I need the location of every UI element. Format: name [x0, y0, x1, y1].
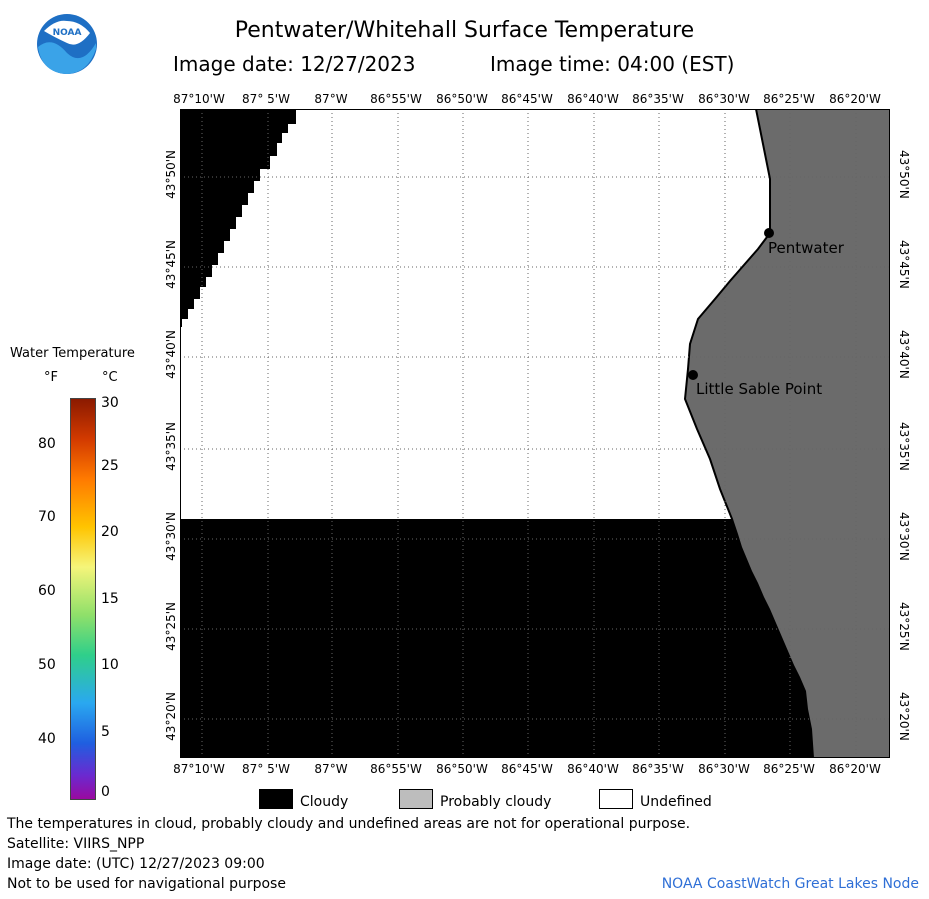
- f-tick: 70: [38, 509, 56, 525]
- pentwater-marker: [764, 228, 774, 238]
- unit-celsius: °C: [102, 370, 118, 385]
- f-tick: 60: [38, 583, 56, 599]
- c-tick: 5: [101, 724, 110, 740]
- lon-label: 86°55'W: [370, 762, 422, 776]
- navigation-note: Not to be used for navigational purpose: [7, 876, 286, 892]
- lon-label: 86°55'W: [370, 92, 422, 106]
- cloud-northwest: [180, 109, 296, 327]
- c-tick: 25: [101, 458, 119, 474]
- lon-label: 87°W: [314, 762, 348, 776]
- cloud-south: [180, 519, 814, 758]
- lon-label: 86°30'W: [698, 92, 750, 106]
- lon-label: 87° 5'W: [242, 762, 290, 776]
- lon-label: 86°30'W: [698, 762, 750, 776]
- f-tick: 80: [38, 436, 56, 452]
- map: Pentwater Little Sable Point: [180, 109, 890, 758]
- lat-label: 43°20'N: [897, 692, 911, 741]
- legend-title: Water Temperature: [10, 346, 135, 361]
- lon-label: 86°50'W: [436, 92, 488, 106]
- lon-label: 86°25'W: [763, 762, 815, 776]
- c-tick: 0: [101, 784, 110, 800]
- coastline: [683, 109, 771, 528]
- graticule: [180, 109, 890, 758]
- f-tick: 40: [38, 731, 56, 747]
- pentwater-label: Pentwater: [768, 239, 845, 257]
- lon-label: 86°20'W: [829, 92, 881, 106]
- lat-label: 43°50'N: [164, 150, 178, 199]
- undefined-label: Undefined: [640, 794, 712, 810]
- lat-label: 43°40'N: [897, 330, 911, 379]
- lat-label: 43°45'N: [164, 240, 178, 289]
- lat-label: 43°50'N: [897, 150, 911, 199]
- c-tick: 10: [101, 657, 119, 673]
- undefined-swatch: [599, 789, 633, 809]
- lat-label: 43°45'N: [897, 240, 911, 289]
- color-scale-bar: [70, 398, 96, 800]
- lon-label: 86°35'W: [632, 92, 684, 106]
- lat-label: 43°35'N: [164, 422, 178, 471]
- cloudy-swatch: [259, 789, 293, 809]
- lon-label: 87°W: [314, 92, 348, 106]
- logo-text: NOAA: [53, 28, 82, 38]
- lat-label: 43°30'N: [897, 512, 911, 561]
- lon-label: 86°40'W: [567, 762, 619, 776]
- lon-label: 86°50'W: [436, 762, 488, 776]
- lon-label: 87°10'W: [173, 762, 225, 776]
- noaa-logo: NOAA: [37, 14, 97, 74]
- lon-label: 87°10'W: [173, 92, 225, 106]
- credit: NOAA CoastWatch Great Lakes Node: [661, 876, 919, 892]
- lon-label: 86°20'W: [829, 762, 881, 776]
- utc-date: Image date: (UTC) 12/27/2023 09:00: [7, 856, 265, 872]
- probably-cloudy-swatch: [399, 789, 433, 809]
- c-tick: 20: [101, 524, 119, 540]
- cloudy-label: Cloudy: [300, 794, 349, 810]
- image-date: Image date: 12/27/2023: [173, 52, 416, 76]
- probably-cloudy-label: Probably cloudy: [440, 794, 552, 810]
- lat-label: 43°25'N: [164, 602, 178, 651]
- little-sable-point-label: Little Sable Point: [696, 380, 822, 398]
- disclaimer: The temperatures in cloud, probably clou…: [7, 816, 691, 832]
- satellite: Satellite: VIIRS_NPP: [7, 836, 145, 852]
- land-area: [685, 109, 890, 758]
- lat-label: 43°35'N: [897, 422, 911, 471]
- lat-label: 43°30'N: [164, 512, 178, 561]
- lon-label: 86°45'W: [501, 762, 553, 776]
- lon-label: 86°40'W: [567, 92, 619, 106]
- lat-label: 43°25'N: [897, 602, 911, 651]
- image-time: Image time: 04:00 (EST): [490, 52, 735, 76]
- unit-fahrenheit: °F: [44, 370, 58, 385]
- lat-label: 43°40'N: [164, 330, 178, 379]
- map-title: Pentwater/Whitehall Surface Temperature: [234, 18, 695, 43]
- lon-label: 86°45'W: [501, 92, 553, 106]
- lon-label: 86°25'W: [763, 92, 815, 106]
- lon-label: 87° 5'W: [242, 92, 290, 106]
- little-sable-point-marker: [688, 370, 698, 380]
- lat-label: 43°20'N: [164, 692, 178, 741]
- c-tick: 30: [101, 395, 119, 411]
- c-tick: 15: [101, 591, 119, 607]
- lon-label: 86°35'W: [632, 762, 684, 776]
- f-tick: 50: [38, 657, 56, 673]
